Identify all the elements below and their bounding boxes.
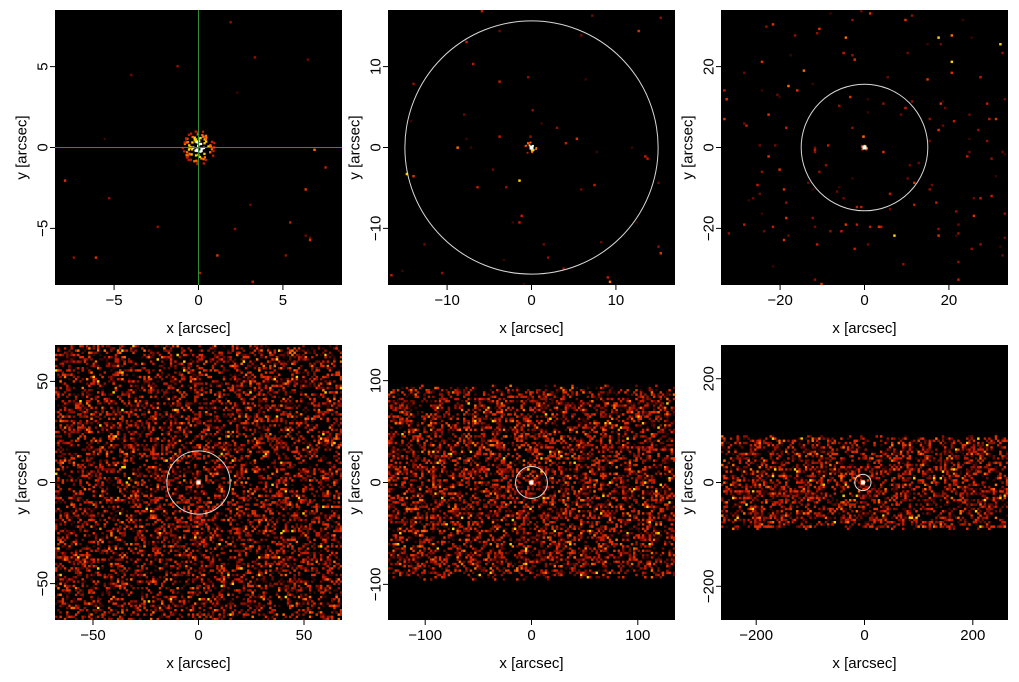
- panel-6: −200 0 200 −200 0 200 x [arcsec] y [arcsec]: [680, 345, 1008, 672]
- y-tick-label: −50: [35, 571, 52, 596]
- x-tick-label: −200: [739, 627, 773, 644]
- counts-image: [55, 345, 342, 620]
- aperture-circle: [800, 83, 929, 212]
- x-axis-label: x [arcsec]: [499, 655, 563, 672]
- y-tick-label: 0: [368, 143, 385, 151]
- y-tick-label: 0: [35, 143, 52, 151]
- x-axis-label: x [arcsec]: [166, 655, 230, 672]
- panel-4: −50 0 50 −50 0 50 x [arcsec] y [arcsec]: [14, 345, 342, 672]
- y-tick-label: 0: [701, 143, 718, 151]
- x-tick-label: 5: [279, 292, 287, 309]
- source-blob: [528, 479, 535, 486]
- x-tick-label: −50: [80, 627, 105, 644]
- x-tick-label: 0: [194, 627, 202, 644]
- source-blob: [860, 144, 868, 151]
- y-tick-label: 5: [35, 62, 52, 70]
- y-axis-label: y [arcsec]: [14, 115, 31, 179]
- counts-image: [721, 435, 1008, 531]
- y-tick-label: 100: [368, 368, 385, 393]
- aperture-circle: [515, 466, 548, 499]
- y-tick-label: −10: [368, 216, 385, 241]
- x-tick-label: −100: [408, 627, 442, 644]
- counts-image: [723, 10, 1007, 285]
- panel-3: −20 0 20 −20 0 20 x [arcsec] y [arcsec]: [680, 10, 1008, 337]
- aperture-circle: [166, 450, 231, 515]
- y-axis-label: y [arcsec]: [680, 450, 697, 514]
- y-tick-label: 50: [35, 373, 52, 390]
- x-tick-label: 20: [941, 292, 958, 309]
- source-blob: [195, 479, 202, 486]
- aperture-circle: [404, 20, 659, 275]
- x-tick-label: 50: [296, 627, 313, 644]
- counts-image: [388, 384, 675, 581]
- panel-5: −100 0 100 −100 0 100 x [arcsec] y [arcsec]: [347, 345, 675, 672]
- y-tick-label: 200: [701, 366, 718, 391]
- aperture-circle: [854, 473, 872, 492]
- y-tick-label: 0: [701, 478, 718, 486]
- x-axis-label: x [arcsec]: [832, 320, 896, 337]
- source-blob: [524, 141, 538, 154]
- y-axis-label: y [arcsec]: [347, 450, 364, 514]
- panel-1: −5 0 5 −5 0 5 x [arcsec] y [arcsec]: [14, 10, 342, 337]
- x-axis-label: x [arcsec]: [499, 320, 563, 337]
- y-axis-label: y [arcsec]: [680, 115, 697, 179]
- panel-2: −10 0 10 −10 0 10 x [arcsec] y [arcsec]: [347, 10, 675, 337]
- y-tick-label: 0: [368, 478, 385, 486]
- y-tick-label: −100: [368, 567, 385, 601]
- y-axis-label: y [arcsec]: [14, 450, 31, 514]
- x-tick-label: −20: [767, 292, 792, 309]
- x-tick-label: 100: [625, 627, 650, 644]
- x-tick-label: 0: [860, 627, 868, 644]
- y-tick-label: −200: [701, 569, 718, 603]
- x-tick-label: 0: [527, 627, 535, 644]
- y-tick-label: −20: [701, 216, 718, 241]
- source-blob: [860, 480, 866, 485]
- x-tick-label: 0: [860, 292, 868, 309]
- y-axis-label: y [arcsec]: [347, 115, 364, 179]
- y-tick-label: −5: [35, 220, 52, 237]
- x-tick-label: −10: [434, 292, 459, 309]
- x-tick-label: 200: [960, 627, 985, 644]
- x-tick-label: −5: [106, 292, 123, 309]
- y-tick-label: 20: [701, 58, 718, 75]
- y-tick-label: 10: [368, 58, 385, 75]
- x-tick-label: 0: [194, 292, 202, 309]
- x-tick-label: 0: [527, 292, 535, 309]
- y-tick-label: 0: [35, 478, 52, 486]
- x-axis-label: x [arcsec]: [832, 655, 896, 672]
- x-tick-label: 10: [608, 292, 625, 309]
- x-axis-label: x [arcsec]: [166, 320, 230, 337]
